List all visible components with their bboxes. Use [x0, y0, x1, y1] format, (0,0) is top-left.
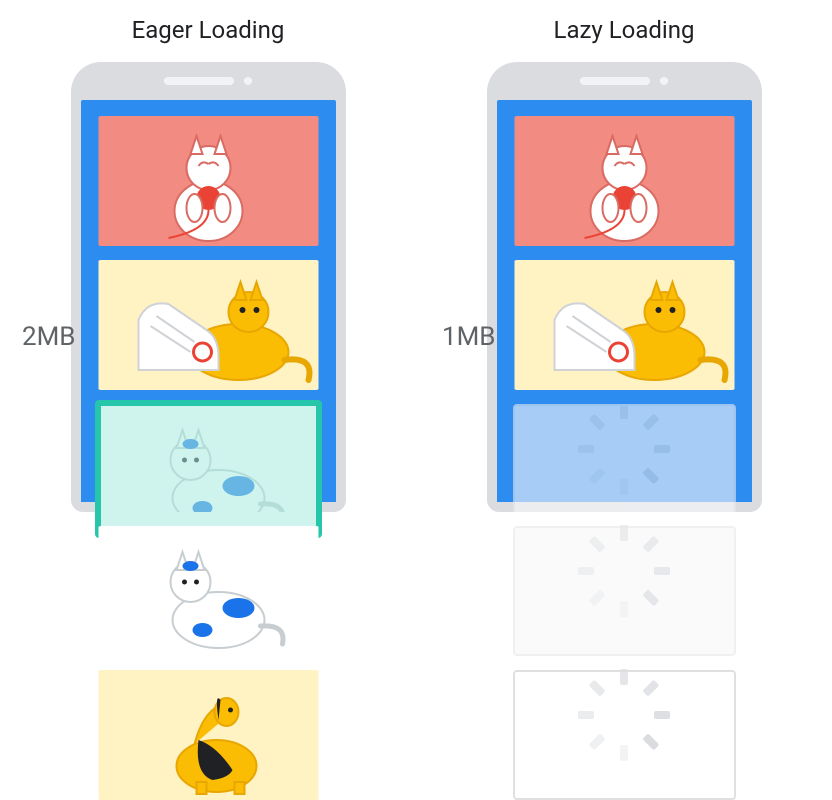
eager-size-label: 2MB: [22, 322, 76, 352]
lazy-phone-wrap: [487, 62, 762, 800]
camera-icon: [244, 77, 252, 85]
lazy-heading: Lazy Loading: [554, 16, 695, 44]
eager-phone-wrap: [71, 62, 346, 800]
eager-heading: Eager Loading: [132, 16, 285, 44]
loading-spinner-icon: [596, 441, 652, 497]
placeholder-card: [513, 526, 736, 656]
eager-column: Eager Loading: [0, 10, 416, 763]
lazy-column: Lazy Loading: [416, 10, 832, 763]
camera-icon: [660, 77, 668, 85]
phone-notch: [71, 62, 346, 100]
image-card-cat-spots-partial: [97, 404, 320, 512]
lazy-screen: [497, 100, 752, 502]
image-card-cat-yarn: [513, 116, 736, 246]
placeholder-card: [513, 670, 736, 800]
image-card-cat-shoe: [97, 260, 320, 390]
lazy-size-label: 1MB: [442, 322, 496, 352]
image-card-cat-spots: [97, 526, 320, 656]
image-card-dog: [97, 670, 320, 800]
image-card-cat-yarn: [97, 116, 320, 246]
speaker-icon: [580, 77, 650, 85]
image-card-cat-shoe: [513, 260, 736, 390]
infographic-container: Eager Loading: [0, 0, 832, 763]
speaker-icon: [164, 77, 234, 85]
placeholder-card: [513, 404, 736, 512]
loading-spinner-icon: [596, 707, 652, 763]
eager-phone: [71, 62, 346, 512]
eager-screen: [81, 100, 336, 502]
phone-notch: [487, 62, 762, 100]
loading-spinner-icon: [596, 563, 652, 619]
lazy-phone: [487, 62, 762, 512]
